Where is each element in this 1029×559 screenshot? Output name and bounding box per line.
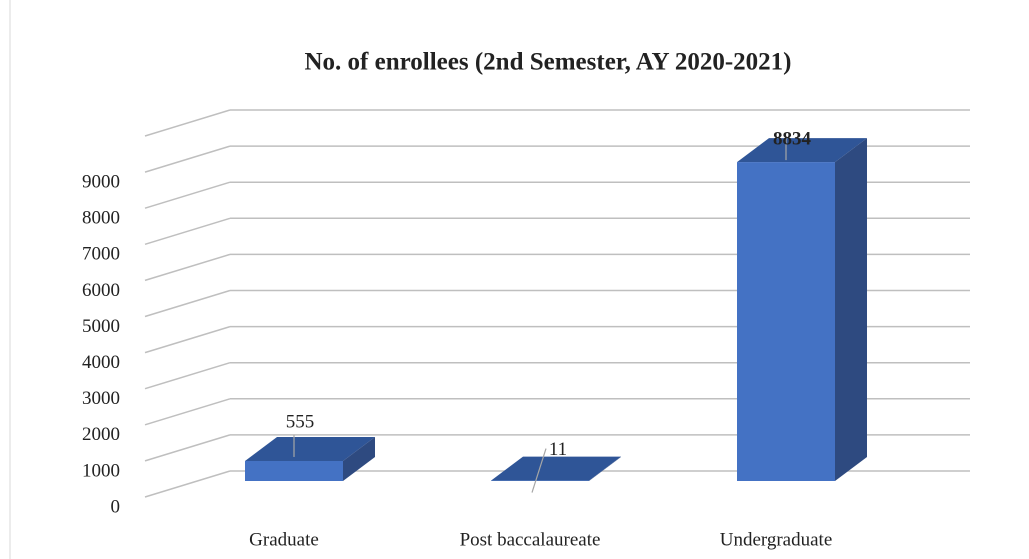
grid-diagonal xyxy=(144,181,231,209)
grid-diagonal xyxy=(144,145,231,173)
y-tick-label: 9000 xyxy=(82,171,120,192)
grid-diagonal xyxy=(144,109,231,137)
y-tick-label: 3000 xyxy=(82,388,120,409)
x-tick-label: Undergraduate xyxy=(720,529,833,550)
x-tick-label: Post baccalaureate xyxy=(460,529,601,550)
bar-top xyxy=(245,436,375,461)
x-tick-label: Graduate xyxy=(249,529,319,550)
data-label: 11 xyxy=(549,439,567,460)
data-label: 555 xyxy=(286,411,315,432)
leader-line xyxy=(531,448,547,493)
bar xyxy=(737,162,835,482)
y-tick-label: 1000 xyxy=(82,460,120,481)
bar-top xyxy=(491,456,621,481)
grid-diagonal xyxy=(144,398,231,426)
grid-diagonal xyxy=(144,470,231,498)
grid-diagonal xyxy=(144,325,231,354)
bar-side xyxy=(589,456,621,481)
y-tick-label: 7000 xyxy=(82,244,120,265)
grid-diagonal xyxy=(144,361,231,390)
y-tick-label: 0 xyxy=(111,496,121,517)
bar-side xyxy=(343,436,375,481)
grid-diagonal xyxy=(144,217,231,246)
y-tick-label: 8000 xyxy=(82,208,120,229)
grid-diagonal xyxy=(144,253,231,282)
bar xyxy=(245,460,343,481)
y-tick-label: 6000 xyxy=(82,280,120,301)
y-tick-label: 2000 xyxy=(82,424,120,445)
grid-diagonal xyxy=(144,434,231,462)
y-tick-label: 5000 xyxy=(82,316,120,337)
chart-title: No. of enrollees (2nd Semester, AY 2020-… xyxy=(305,49,792,76)
bar-top xyxy=(737,138,867,163)
y-tick-label: 4000 xyxy=(82,352,120,373)
data-label: 8834 xyxy=(773,128,812,149)
grid-diagonal xyxy=(144,289,231,318)
bar-side xyxy=(835,138,867,482)
